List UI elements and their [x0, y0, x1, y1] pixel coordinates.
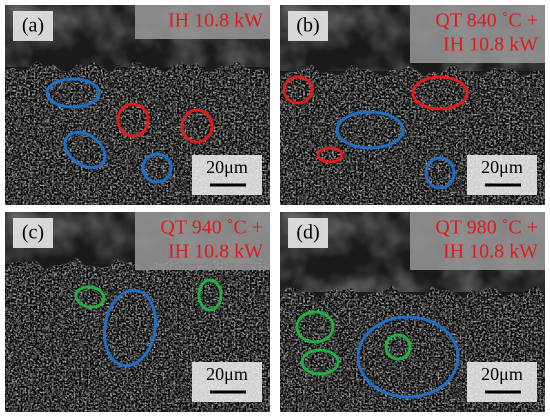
panel-label: (c) [22, 222, 44, 244]
scale-box [192, 155, 262, 195]
scale-box [467, 155, 537, 195]
scale-label: 20μm [206, 364, 248, 384]
condition-text: QT 840 ˚C + [435, 10, 538, 32]
highlight-ellipse [180, 108, 214, 144]
label-box [13, 218, 53, 248]
panel: (a) IH 10.8 kW 20μm [5, 5, 270, 205]
panel: (c) QT 940 ˚C +IH 10.8 kW 20μm [5, 212, 270, 412]
label-box [288, 218, 328, 248]
condition-box [410, 5, 545, 63]
highlight-ellipse [295, 310, 335, 344]
highlight-ellipse [63, 130, 107, 170]
scale-box [192, 362, 262, 402]
condition-box [410, 212, 545, 270]
condition-box [135, 212, 270, 270]
highlight-ellipse [335, 110, 405, 150]
panel-label: (a) [22, 15, 44, 37]
scale-label: 20μm [206, 157, 248, 177]
condition-text: QT 980 ˚C + [435, 217, 538, 239]
highlight-ellipse [141, 152, 173, 184]
highlight-ellipse [356, 315, 460, 399]
panel-label: (b) [296, 15, 319, 37]
highlight-ellipse [74, 285, 106, 309]
scale-label: 20μm [481, 157, 523, 177]
condition-text: IH 10.8 kW [443, 34, 538, 56]
condition-text: IH 10.8 kW [443, 241, 538, 263]
highlight-ellipse [116, 102, 150, 138]
highlight-ellipse [197, 278, 223, 312]
highlight-ellipse [424, 156, 456, 190]
highlight-ellipse [103, 288, 157, 368]
panel-label: (d) [296, 222, 319, 244]
condition-text: IH 10.8 kW [168, 241, 263, 263]
label-box [288, 11, 328, 41]
highlight-ellipse [300, 348, 340, 376]
panel: (b) QT 840 ˚C +IH 10.8 kW 20μm [280, 5, 545, 205]
highlight-ellipse [45, 77, 101, 109]
highlight-ellipse [411, 75, 469, 111]
scale-label: 20μm [481, 364, 523, 384]
condition-text: IH 10.8 kW [168, 10, 263, 32]
highlight-ellipse [282, 75, 314, 105]
panel: (d) QT 980 ˚C +IH 10.8 kW 20μm [280, 212, 545, 412]
scale-box [467, 362, 537, 402]
condition-text: QT 940 ˚C + [160, 217, 263, 239]
label-box [13, 11, 53, 41]
highlight-ellipse [316, 146, 344, 164]
condition-box [135, 5, 270, 39]
highlight-ellipse [384, 333, 412, 361]
